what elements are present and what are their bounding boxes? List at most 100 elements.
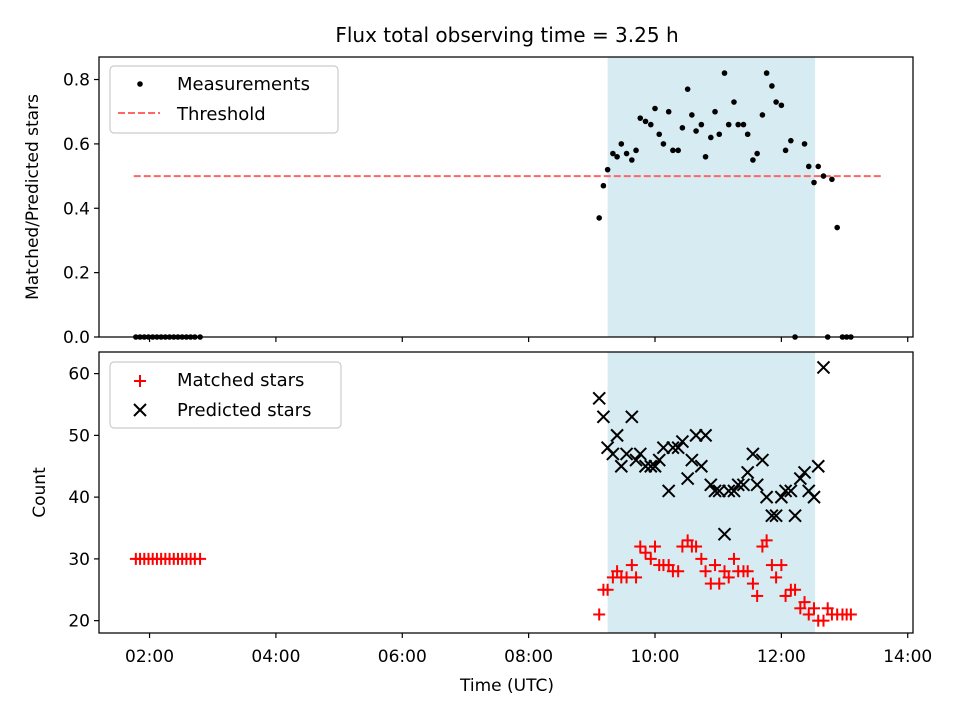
matched-point (639, 546, 652, 559)
measurement-point (665, 108, 672, 115)
predicted-point (788, 508, 802, 523)
predicted-point (750, 478, 764, 492)
measurement-point (801, 141, 808, 147)
matched-point (644, 552, 657, 565)
x-tick-label: 14:00 (883, 647, 932, 667)
matched-point (779, 589, 792, 602)
predicted-point (755, 453, 770, 467)
measurement-point (716, 131, 723, 138)
matched-point (630, 571, 643, 584)
measurement-point (829, 176, 835, 183)
legend-marker-predicted (133, 403, 147, 417)
matched-point (798, 596, 811, 609)
measurement-point (782, 147, 789, 154)
predicted-point (596, 410, 611, 424)
measurement-point (740, 121, 747, 128)
measurement-point (600, 182, 607, 189)
y-axis-ticks: 0.0 0.2 0.4 0.6 0.8 (63, 71, 99, 348)
ratio-panel: 0.00.20.40.60.8 Matched/Predicted stars … (23, 56, 914, 348)
predicted-point (746, 447, 760, 461)
predicted-point (784, 484, 798, 498)
matched-point (690, 540, 703, 553)
x-axis-label: Time (UTC) (459, 676, 554, 696)
predicted-point (708, 484, 722, 498)
predicted-point (807, 490, 821, 504)
matched-point (751, 589, 764, 602)
y-axis-label: Count (30, 467, 50, 518)
measurement-point (754, 150, 760, 157)
matched-point (746, 577, 759, 590)
matched-point (194, 552, 207, 565)
predicted-point (774, 490, 789, 504)
predicted-point (661, 484, 676, 498)
measurement-point (712, 108, 718, 115)
predicted-point (811, 459, 825, 473)
matched-point (802, 608, 815, 621)
measurement-point (735, 121, 741, 128)
measurement-point (698, 121, 705, 128)
matched-point (634, 540, 647, 553)
measurement-point (721, 70, 728, 76)
predicted-point (759, 490, 774, 504)
predicted-point (689, 428, 703, 443)
measurement-point (637, 115, 644, 121)
predicted-point (694, 459, 709, 473)
predicted-point (698, 428, 713, 443)
x-axis-ticks: 02:00 04:00 06:00 08:00 10:00 12:00 14:00 (125, 633, 932, 667)
predicted-point (685, 453, 699, 467)
predicted-point (592, 391, 606, 406)
matched-point (789, 583, 802, 596)
plot-frame (98, 351, 914, 634)
plot-frame (98, 56, 914, 338)
legend-marker-measurements (137, 81, 143, 87)
matched-point (593, 608, 606, 621)
measurement-point (618, 141, 625, 147)
measurement-point (596, 215, 602, 221)
measurement-point (656, 131, 663, 138)
measurement-point (610, 150, 616, 157)
measurement-point (652, 105, 658, 112)
observing-span (607, 57, 816, 337)
matched-point (672, 565, 685, 578)
matched-point (821, 602, 834, 615)
matched-point (741, 565, 754, 578)
measurement-point (778, 102, 785, 109)
matched-point (662, 559, 675, 572)
measurement-point (647, 121, 654, 128)
predicted-point (633, 447, 647, 461)
measurement-point (679, 125, 686, 131)
x-axis-ticks (148, 337, 909, 342)
measurement-point (670, 147, 676, 154)
y-tick-label: 40 (68, 488, 90, 508)
predicted-point (671, 441, 685, 455)
matched-point (709, 559, 722, 572)
measurement-point (633, 147, 639, 154)
measurement-point (834, 224, 840, 231)
matched-point (808, 602, 821, 615)
matched-point (775, 559, 788, 572)
matched-point (756, 540, 769, 553)
matched-point (722, 571, 735, 584)
predicted-point (675, 434, 690, 449)
measurement-point (811, 179, 817, 186)
legend-marker-matched (134, 375, 146, 387)
predicted-point (638, 459, 653, 473)
y-tick-label: 50 (68, 426, 90, 446)
predicted-point (736, 478, 751, 492)
predicted-point (727, 484, 741, 498)
predicted-point (644, 459, 658, 473)
y-tick-label: 0.4 (63, 199, 90, 219)
matched-point (611, 565, 624, 578)
legend: Matched stars Predicted stars (109, 361, 342, 429)
predicted-point (656, 441, 671, 455)
legend: Measurements Threshold (109, 65, 339, 134)
measurement-point (702, 153, 709, 160)
measurement-point (693, 128, 699, 134)
matched-point (699, 565, 712, 578)
x-tick-label: 04:00 (251, 647, 300, 667)
y-axis-ticks: 20 30 40 50 60 (68, 365, 99, 632)
measurement-point (769, 83, 775, 89)
measurement-point (759, 112, 766, 118)
predicted-point (625, 410, 639, 424)
